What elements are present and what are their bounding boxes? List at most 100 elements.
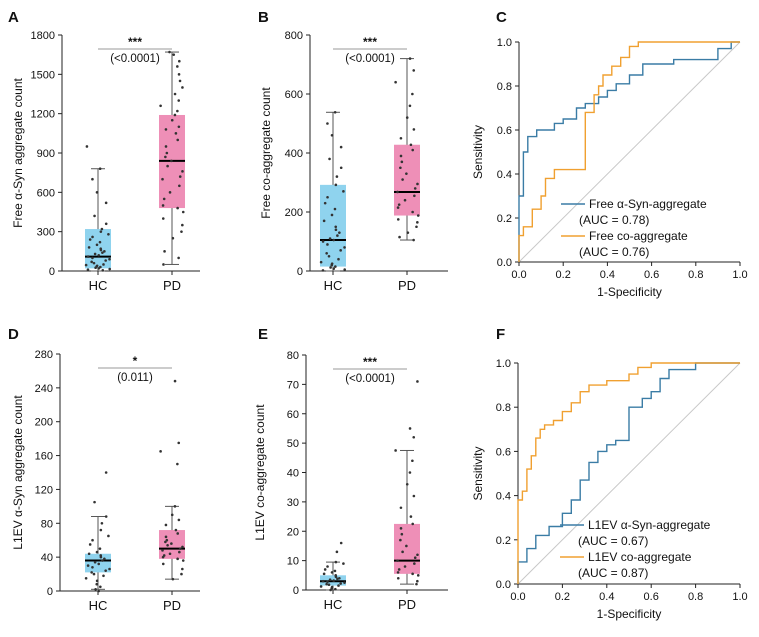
data-point bbox=[108, 257, 111, 261]
x-tick-label: 0.6 bbox=[644, 591, 659, 603]
y-tick-label: 10 bbox=[287, 556, 299, 568]
panel-b: B 0 200 400 600 800 Free co-aggregate count HC P… bbox=[258, 9, 448, 293]
data-point bbox=[98, 547, 102, 550]
y-tick-label: 30 bbox=[287, 497, 299, 509]
data-point bbox=[94, 588, 97, 591]
y-tick-label: 200 bbox=[35, 417, 53, 429]
y-tick-label: 160 bbox=[35, 451, 53, 463]
x-tick-label: 1.0 bbox=[732, 591, 747, 603]
data-point bbox=[170, 159, 173, 163]
significance-stars: *** bbox=[363, 35, 377, 49]
x-tick-label: 1.0 bbox=[732, 269, 747, 281]
data-point bbox=[321, 579, 325, 583]
data-point bbox=[180, 572, 183, 576]
data-point bbox=[333, 569, 337, 573]
data-point bbox=[170, 513, 174, 517]
y-tick-label: 0.0 bbox=[497, 257, 512, 269]
data-point bbox=[93, 500, 96, 504]
data-point bbox=[103, 250, 106, 253]
y-axis-label: Sensitivity bbox=[471, 446, 485, 500]
data-point bbox=[93, 560, 97, 564]
data-point bbox=[161, 217, 165, 220]
data-point bbox=[101, 269, 105, 272]
data-point bbox=[102, 263, 105, 266]
data-point bbox=[164, 128, 168, 131]
y-tick-label: 1.0 bbox=[496, 358, 511, 370]
data-point bbox=[178, 175, 182, 178]
data-point bbox=[411, 459, 414, 463]
data-point bbox=[408, 104, 412, 108]
data-point bbox=[102, 574, 105, 578]
legend-label: Free α-Syn-aggregate bbox=[589, 197, 707, 211]
data-point bbox=[177, 518, 181, 522]
data-point bbox=[97, 562, 101, 566]
data-point bbox=[181, 210, 185, 214]
data-point bbox=[101, 251, 104, 254]
data-point bbox=[168, 191, 172, 194]
data-point bbox=[399, 154, 403, 158]
data-point bbox=[399, 506, 403, 510]
data-point bbox=[103, 557, 106, 561]
data-point bbox=[411, 572, 414, 576]
data-point bbox=[98, 240, 102, 244]
p-value: (0.011) bbox=[117, 372, 153, 384]
panel-label: B bbox=[258, 9, 269, 26]
data-point bbox=[335, 550, 339, 554]
data-point bbox=[396, 576, 400, 580]
data-point bbox=[171, 577, 175, 581]
x-tick-label: 0.8 bbox=[688, 269, 703, 281]
data-point bbox=[330, 134, 334, 137]
data-point bbox=[91, 256, 94, 260]
data-point bbox=[399, 527, 403, 530]
data-point bbox=[396, 206, 400, 209]
data-point bbox=[412, 435, 416, 439]
data-point bbox=[408, 427, 412, 430]
panel-d: D 0 40 80 120 160 200 240 280 L1EV α-Syn aggregat… bbox=[8, 326, 200, 613]
data-point bbox=[343, 246, 346, 249]
data-point bbox=[165, 538, 169, 542]
y-tick-label: 600 bbox=[37, 187, 55, 199]
data-point bbox=[174, 132, 178, 135]
data-point bbox=[399, 166, 402, 170]
data-point bbox=[400, 160, 404, 164]
x-tick-label: 0.0 bbox=[510, 591, 525, 603]
data-point bbox=[411, 148, 415, 152]
data-point bbox=[177, 125, 181, 129]
y-tick-label: 200 bbox=[285, 207, 303, 219]
data-point bbox=[415, 225, 418, 229]
data-point bbox=[95, 579, 99, 583]
data-point bbox=[95, 582, 99, 586]
reference-diagonal bbox=[517, 362, 741, 585]
data-point bbox=[334, 183, 338, 187]
data-point bbox=[323, 568, 327, 571]
data-point bbox=[166, 164, 169, 168]
y-tick-label: 900 bbox=[37, 148, 55, 160]
data-point bbox=[401, 178, 404, 181]
data-point bbox=[91, 538, 94, 542]
y-tick-label: 0.8 bbox=[497, 81, 512, 93]
data-point bbox=[86, 255, 90, 258]
data-point bbox=[406, 231, 410, 234]
data-point bbox=[416, 221, 419, 224]
data-point bbox=[408, 57, 412, 60]
data-point bbox=[411, 92, 414, 96]
data-point bbox=[173, 92, 177, 96]
data-point bbox=[409, 143, 413, 147]
data-point bbox=[328, 157, 331, 161]
data-point bbox=[416, 214, 420, 217]
data-point bbox=[85, 145, 89, 148]
data-point bbox=[413, 562, 416, 565]
data-point bbox=[95, 264, 99, 268]
y-tick-label: 0.6 bbox=[496, 446, 511, 458]
data-point bbox=[178, 184, 181, 188]
data-point bbox=[174, 528, 178, 532]
data-point bbox=[176, 462, 179, 466]
data-point bbox=[91, 566, 94, 569]
p-value: (<0.0001) bbox=[345, 53, 395, 65]
data-point bbox=[403, 565, 407, 568]
data-point bbox=[84, 577, 88, 580]
data-point bbox=[413, 556, 417, 559]
box-pd bbox=[394, 523, 420, 574]
data-point bbox=[168, 50, 171, 54]
p-value: (<0.0001) bbox=[110, 53, 160, 65]
